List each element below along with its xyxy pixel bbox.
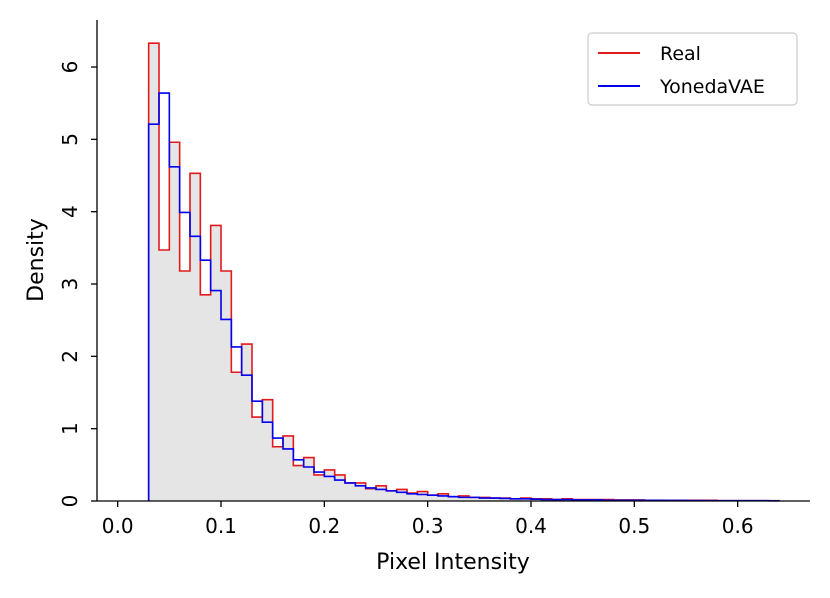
x-ticks: 0.0 0.1 0.2 0.3 0.4 0.5 0.6: [102, 501, 754, 538]
y-tick-label: 1: [58, 422, 82, 435]
y-ticks: 0 1 2 3 4 5 6: [58, 61, 97, 508]
y-tick-label: 6: [58, 61, 82, 74]
axes: [96, 20, 810, 502]
x-tick-label: 0.2: [308, 514, 340, 538]
y-tick-label: 3: [58, 278, 82, 291]
x-tick-label: 0.4: [515, 514, 547, 538]
histogram-fill: [148, 43, 779, 501]
x-tick-label: 0.1: [205, 514, 237, 538]
x-tick-label: 0.6: [722, 514, 754, 538]
legend-label-real: Real: [660, 43, 701, 65]
x-tick-label: 0.3: [412, 514, 444, 538]
y-tick-label: 0: [58, 495, 82, 508]
plot-area: [117, 42, 780, 502]
x-tick-label: 0.5: [618, 514, 650, 538]
legend-frame: [587, 32, 798, 106]
y-tick-label: 2: [58, 350, 82, 363]
legend: Real YonedaVAE: [587, 32, 798, 106]
x-tick-label: 0.0: [102, 514, 134, 538]
legend-label-yonedavae: YonedaVAE: [659, 76, 765, 98]
series-line-yonedavae: [147, 92, 780, 502]
y-axis-title: Density: [24, 218, 49, 302]
x-axis-title: Pixel Intensity: [376, 550, 530, 575]
y-tick-label: 5: [58, 133, 82, 146]
y-tick-label: 4: [58, 205, 82, 218]
